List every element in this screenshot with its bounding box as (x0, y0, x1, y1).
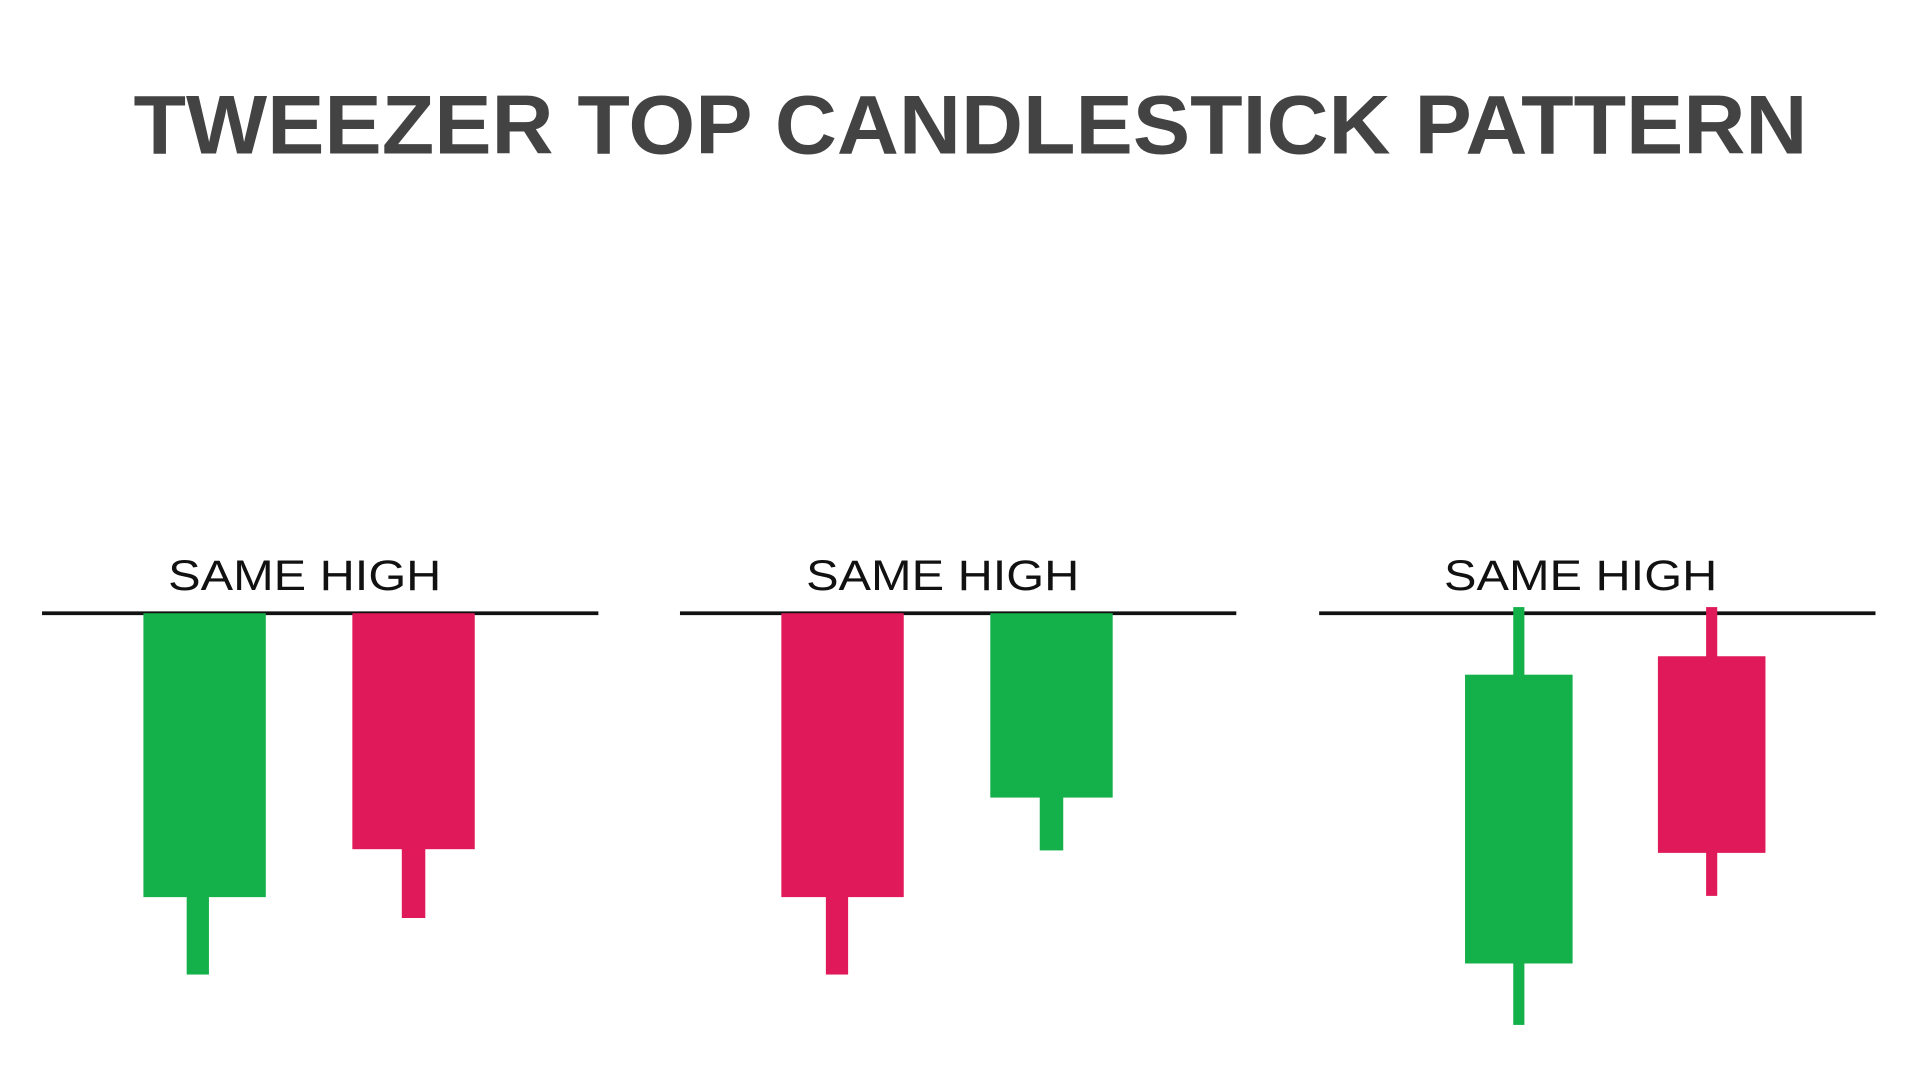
wick (1039, 786, 1064, 851)
candle-body (781, 613, 904, 898)
panel-label: SAME HIGH (168, 552, 441, 600)
panel-label: SAME HIGH (806, 552, 1079, 600)
wick (401, 835, 426, 919)
candle-body (990, 613, 1113, 798)
panel-label: SAME HIGH (1444, 552, 1717, 600)
candle-body (143, 613, 266, 898)
title: TWEEZER TOP CANDLESTICK PATTERN (134, 78, 1808, 172)
candle-body (352, 613, 475, 850)
candle-body (1657, 656, 1766, 853)
candle-body (1465, 674, 1573, 964)
